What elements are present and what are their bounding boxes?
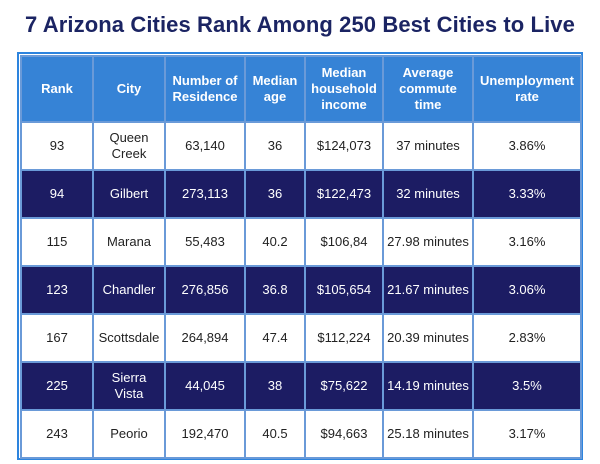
- cell-unemployment: 3.16%: [472, 217, 582, 267]
- cell-city: Gilbert: [92, 169, 166, 219]
- cell-median-income: $94,663: [304, 409, 384, 459]
- cell-rank: 167: [20, 313, 94, 363]
- table-row: 243 Peorio 192,470 40.5 $94,663 25.18 mi…: [20, 409, 582, 459]
- table-row: 93 Queen Creek 63,140 36 $124,073 37 min…: [20, 121, 582, 171]
- cell-median-age: 36: [244, 169, 306, 219]
- cell-unemployment: 2.83%: [472, 313, 582, 363]
- cell-rank: 115: [20, 217, 94, 267]
- cell-median-income: $124,073: [304, 121, 384, 171]
- cell-rank: 243: [20, 409, 94, 459]
- header-commute-time: Average commute time: [382, 55, 474, 123]
- cell-rank: 94: [20, 169, 94, 219]
- cell-rank: 93: [20, 121, 94, 171]
- cell-commute-time: 20.39 minutes: [382, 313, 474, 363]
- header-median-income: Median household income: [304, 55, 384, 123]
- header-rank: Rank: [20, 55, 94, 123]
- cell-median-age: 36.8: [244, 265, 306, 315]
- table-row: 115 Marana 55,483 40.2 $106,84 27.98 min…: [20, 217, 582, 267]
- cell-median-income: $122,473: [304, 169, 384, 219]
- header-row: Rank City Number of Residence Median age…: [20, 55, 582, 123]
- cities-table: Rank City Number of Residence Median age…: [20, 55, 582, 459]
- cell-median-income: $112,224: [304, 313, 384, 363]
- cell-unemployment: 3.86%: [472, 121, 582, 171]
- cell-unemployment: 3.06%: [472, 265, 582, 315]
- cell-unemployment: 3.33%: [472, 169, 582, 219]
- cell-city: Sierra Vista: [92, 361, 166, 411]
- cell-city: Marana: [92, 217, 166, 267]
- cell-residence: 276,856: [164, 265, 246, 315]
- cell-residence: 55,483: [164, 217, 246, 267]
- cell-residence: 192,470: [164, 409, 246, 459]
- table-row: 123 Chandler 276,856 36.8 $105,654 21.67…: [20, 265, 582, 315]
- cell-unemployment: 3.5%: [472, 361, 582, 411]
- cell-commute-time: 21.67 minutes: [382, 265, 474, 315]
- cell-city: Scottsdale: [92, 313, 166, 363]
- cell-median-age: 40.5: [244, 409, 306, 459]
- cell-median-age: 38: [244, 361, 306, 411]
- cell-city: Queen Creek: [92, 121, 166, 171]
- cell-median-income: $106,84: [304, 217, 384, 267]
- cell-city: Peorio: [92, 409, 166, 459]
- table-frame: [17, 52, 583, 460]
- cell-residence: 264,894: [164, 313, 246, 363]
- header-median-age: Median age: [244, 55, 306, 123]
- header-city: City: [92, 55, 166, 123]
- cell-median-age: 36: [244, 121, 306, 171]
- cell-rank: 123: [20, 265, 94, 315]
- table-row: 225 Sierra Vista 44,045 38 $75,622 14.19…: [20, 361, 582, 411]
- cell-median-income: $105,654: [304, 265, 384, 315]
- cell-commute-time: 25.18 minutes: [382, 409, 474, 459]
- table-row: 94 Gilbert 273,113 36 $122,473 32 minute…: [20, 169, 582, 219]
- header-unemployment: Unemployment rate: [472, 55, 582, 123]
- cell-median-age: 40.2: [244, 217, 306, 267]
- cell-commute-time: 32 minutes: [382, 169, 474, 219]
- cell-residence: 63,140: [164, 121, 246, 171]
- page-title: 7 Arizona Cities Rank Among 250 Best Cit…: [25, 12, 575, 37]
- cell-commute-time: 14.19 minutes: [382, 361, 474, 411]
- header-residence: Number of Residence: [164, 55, 246, 123]
- cell-rank: 225: [20, 361, 94, 411]
- cell-commute-time: 37 minutes: [382, 121, 474, 171]
- cell-unemployment: 3.17%: [472, 409, 582, 459]
- cell-residence: 44,045: [164, 361, 246, 411]
- cell-median-age: 47.4: [244, 313, 306, 363]
- table-row: 167 Scottsdale 264,894 47.4 $112,224 20.…: [20, 313, 582, 363]
- cell-residence: 273,113: [164, 169, 246, 219]
- cell-city: Chandler: [92, 265, 166, 315]
- cell-median-income: $75,622: [304, 361, 384, 411]
- cell-commute-time: 27.98 minutes: [382, 217, 474, 267]
